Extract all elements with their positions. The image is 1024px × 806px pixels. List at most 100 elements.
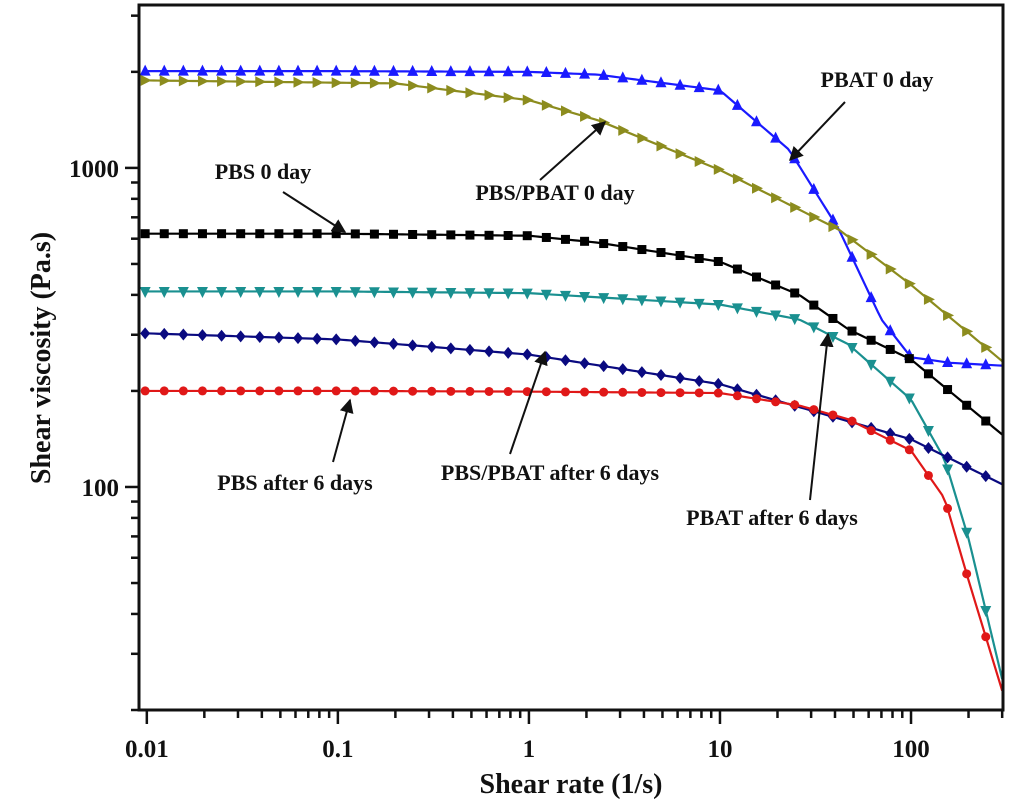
data-point-square bbox=[618, 242, 628, 252]
annotation-arrow bbox=[282, 191, 347, 233]
data-point-triangle-down bbox=[273, 286, 285, 298]
data-point-triangle-down bbox=[292, 286, 304, 298]
data-point-square bbox=[981, 416, 991, 426]
data-point-square bbox=[771, 280, 781, 290]
data-point-circle bbox=[312, 386, 322, 396]
data-point-square bbox=[312, 229, 322, 239]
data-point-circle bbox=[560, 387, 570, 397]
data-point-diamond bbox=[560, 354, 571, 367]
data-point-circle bbox=[427, 386, 437, 396]
data-point-triangle-up bbox=[942, 355, 954, 367]
data-point-square bbox=[675, 251, 685, 261]
data-point-circle bbox=[732, 391, 742, 401]
data-point-diamond bbox=[464, 343, 475, 356]
data-point-triangle-up bbox=[235, 64, 247, 76]
data-point-diamond bbox=[216, 329, 227, 342]
annotation-label: PBAT 0 day bbox=[821, 67, 934, 92]
data-point-triangle-down bbox=[540, 289, 552, 301]
data-point-circle bbox=[541, 387, 551, 397]
data-point-circle bbox=[580, 387, 590, 397]
data-point-diamond bbox=[197, 329, 208, 342]
data-point-circle bbox=[159, 386, 169, 396]
data-point-triangle-up bbox=[139, 64, 151, 76]
data-point-triangle-right bbox=[809, 211, 821, 223]
data-point-triangle-down bbox=[177, 286, 189, 298]
data-point-circle bbox=[847, 416, 857, 426]
data-point-triangle-down bbox=[598, 293, 610, 305]
data-point-triangle-up bbox=[636, 73, 648, 85]
data-point-triangle-up bbox=[846, 250, 858, 262]
data-point-circle bbox=[981, 632, 991, 642]
data-point-triangle-down bbox=[158, 286, 170, 298]
data-point-triangle-down bbox=[922, 426, 934, 438]
y-tick-label: 100 bbox=[82, 475, 120, 502]
data-point-circle bbox=[771, 397, 781, 407]
data-point-triangle-right bbox=[217, 75, 229, 87]
data-point-diamond bbox=[942, 451, 953, 464]
x-tick-label: 0.01 bbox=[125, 736, 169, 763]
data-point-triangle-down bbox=[559, 290, 571, 302]
data-point-square bbox=[694, 254, 704, 264]
data-point-diamond bbox=[579, 357, 590, 370]
data-point-triangle-up bbox=[502, 65, 514, 77]
annotation-label: PBS/PBAT 0 day bbox=[475, 180, 634, 205]
series-pbat-0-day bbox=[139, 64, 1003, 370]
data-point-circle bbox=[293, 386, 303, 396]
annotation-arrow bbox=[789, 101, 846, 162]
data-point-square bbox=[560, 234, 570, 244]
data-point-circle bbox=[255, 386, 265, 396]
data-point-circle bbox=[522, 387, 532, 397]
data-point-triangle-right bbox=[484, 89, 496, 101]
data-point-triangle-down bbox=[980, 605, 992, 617]
data-point-triangle-right bbox=[923, 293, 935, 305]
data-point-triangle-down bbox=[349, 287, 361, 299]
data-point-circle bbox=[656, 388, 666, 398]
data-point-triangle-down bbox=[235, 286, 247, 298]
x-tick-label: 0.1 bbox=[322, 736, 353, 763]
data-point-triangle-down bbox=[311, 286, 323, 298]
data-point-diamond bbox=[140, 327, 151, 340]
data-point-diamond bbox=[273, 331, 284, 344]
data-point-triangle-down bbox=[388, 287, 400, 299]
data-point-circle bbox=[828, 410, 838, 420]
data-point-triangle-right bbox=[618, 124, 630, 136]
data-point-triangle-down bbox=[521, 288, 533, 300]
data-point-circle bbox=[943, 503, 953, 513]
data-point-triangle-up bbox=[731, 98, 743, 110]
data-point-triangle-up bbox=[349, 64, 361, 76]
data-point-square bbox=[217, 229, 227, 239]
data-point-diamond bbox=[388, 337, 399, 350]
data-point-triangle-right bbox=[885, 263, 897, 275]
data-point-diamond bbox=[522, 348, 533, 361]
data-point-diamond bbox=[503, 346, 514, 359]
data-point-diamond bbox=[159, 327, 170, 340]
data-point-triangle-right bbox=[427, 82, 439, 94]
data-point-circle bbox=[599, 387, 609, 397]
annotation-arrow bbox=[809, 332, 834, 501]
series-line bbox=[145, 79, 1003, 362]
data-point-triangle-right bbox=[752, 182, 764, 194]
plot-frame bbox=[137, 3, 1005, 712]
data-point-triangle-up bbox=[407, 64, 419, 76]
data-point-diamond bbox=[923, 441, 934, 454]
data-point-square bbox=[159, 229, 169, 239]
series-pbs-after-6-days bbox=[140, 386, 1004, 691]
annotation-label: PBS 0 day bbox=[215, 159, 312, 184]
data-point-triangle-right bbox=[790, 201, 802, 213]
data-point-triangle-up bbox=[579, 67, 591, 79]
data-point-diamond bbox=[675, 371, 686, 384]
data-point-circle bbox=[809, 405, 819, 415]
data-point-triangle-up bbox=[827, 213, 839, 225]
data-point-triangle-up bbox=[598, 68, 610, 80]
data-point-square bbox=[904, 354, 914, 364]
series-line bbox=[145, 232, 1003, 436]
data-point-triangle-up bbox=[311, 64, 323, 76]
data-point-square bbox=[790, 288, 800, 298]
data-point-diamond bbox=[904, 432, 915, 445]
data-point-triangle-up bbox=[770, 131, 782, 143]
data-point-circle bbox=[350, 386, 360, 396]
data-point-triangle-up bbox=[254, 64, 266, 76]
data-point-diamond bbox=[484, 345, 495, 358]
data-point-circle bbox=[236, 386, 246, 396]
